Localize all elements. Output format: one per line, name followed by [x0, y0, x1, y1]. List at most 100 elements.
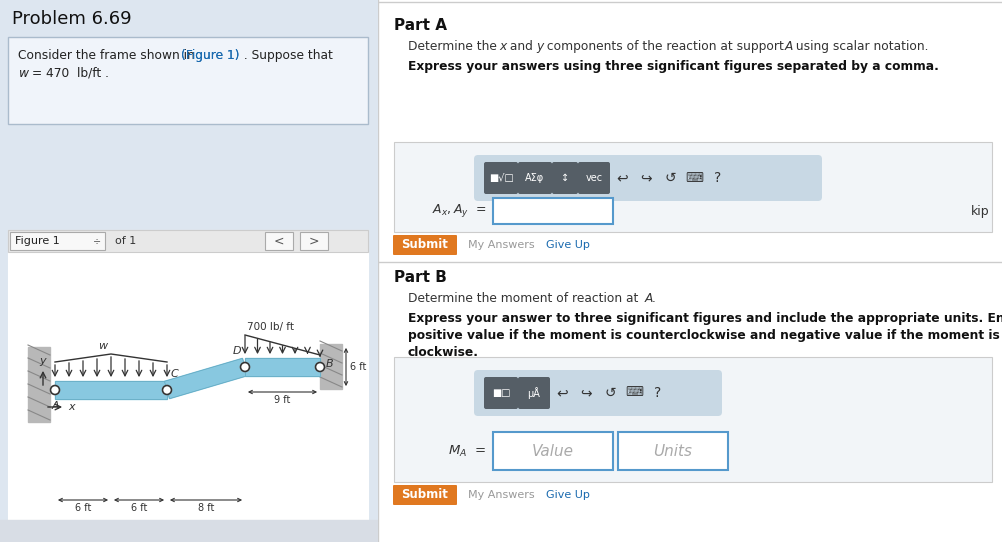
Text: $M_A$  =: $M_A$ =: [448, 443, 486, 459]
FancyBboxPatch shape: [393, 485, 457, 505]
FancyBboxPatch shape: [474, 155, 822, 201]
Text: ⌨: ⌨: [625, 386, 643, 399]
Text: 700 lb/ ft: 700 lb/ ft: [247, 322, 294, 332]
FancyBboxPatch shape: [493, 198, 613, 224]
Text: ↪: ↪: [640, 171, 652, 185]
Text: 6 ft: 6 ft: [75, 503, 91, 513]
Text: 6 ft: 6 ft: [350, 362, 367, 372]
Text: ■√□: ■√□: [489, 173, 513, 183]
Text: using scalar notation.: using scalar notation.: [792, 40, 929, 53]
Text: Part B: Part B: [394, 270, 447, 285]
Text: Submit: Submit: [402, 488, 449, 501]
Text: ÷: ÷: [93, 236, 101, 246]
Bar: [320, 344, 342, 389]
Text: w: w: [98, 341, 107, 351]
Bar: [0, 520, 378, 542]
Text: ?: ?: [714, 171, 721, 185]
Bar: [8, 230, 368, 252]
Text: Submit: Submit: [402, 238, 449, 251]
Text: ↺: ↺: [664, 171, 675, 185]
Text: ⌨: ⌨: [685, 171, 703, 184]
Text: ↪: ↪: [580, 386, 592, 400]
Bar: [8, 230, 368, 252]
Bar: [28, 347, 50, 422]
Text: Value: Value: [532, 443, 574, 459]
Text: A: A: [52, 401, 60, 411]
Text: ■□: ■□: [492, 388, 510, 398]
Text: Consider the frame shown in: Consider the frame shown in: [18, 49, 198, 62]
FancyBboxPatch shape: [393, 235, 457, 255]
Polygon shape: [245, 358, 320, 376]
Circle shape: [162, 385, 171, 395]
Text: B: B: [326, 359, 334, 369]
Bar: [8, 252, 368, 520]
Text: Units: Units: [653, 443, 692, 459]
Text: Give Up: Give Up: [546, 240, 590, 250]
Text: 6 ft: 6 ft: [131, 503, 147, 513]
Text: A: A: [645, 292, 653, 305]
Text: Determine the moment of reaction at: Determine the moment of reaction at: [408, 292, 642, 305]
Text: $w$: $w$: [18, 67, 30, 80]
Circle shape: [240, 363, 249, 371]
Text: . Suppose that: . Suppose that: [240, 49, 333, 62]
Text: x: x: [68, 402, 74, 412]
FancyBboxPatch shape: [578, 162, 610, 194]
FancyBboxPatch shape: [618, 432, 728, 470]
Text: ?: ?: [654, 386, 661, 400]
Text: AΣφ: AΣφ: [525, 173, 545, 183]
Text: x: x: [499, 40, 506, 53]
FancyBboxPatch shape: [10, 232, 105, 250]
Text: <: <: [274, 235, 285, 248]
FancyBboxPatch shape: [484, 162, 518, 194]
Text: .: .: [652, 292, 656, 305]
Circle shape: [50, 385, 59, 395]
Text: Express your answer to three significant figures and include the appropriate uni: Express your answer to three significant…: [408, 312, 1002, 325]
Text: $A_x , A_y$  =: $A_x , A_y$ =: [432, 203, 486, 220]
FancyBboxPatch shape: [518, 162, 552, 194]
Text: Express your answers using three significant figures separated by a comma.: Express your answers using three signifi…: [408, 60, 939, 73]
Text: (Figure 1): (Figure 1): [181, 49, 239, 62]
FancyBboxPatch shape: [474, 370, 722, 416]
FancyBboxPatch shape: [394, 357, 992, 482]
FancyBboxPatch shape: [493, 432, 613, 470]
Text: My Answers: My Answers: [468, 240, 535, 250]
Text: My Answers: My Answers: [468, 490, 535, 500]
Text: Part A: Part A: [394, 18, 447, 33]
Text: of 1: of 1: [115, 236, 136, 246]
Text: Figure 1: Figure 1: [15, 236, 60, 246]
FancyBboxPatch shape: [394, 142, 992, 232]
Text: kip: kip: [971, 204, 990, 217]
Text: vec: vec: [585, 173, 602, 183]
Text: 8 ft: 8 ft: [197, 503, 214, 513]
Text: D: D: [233, 346, 241, 356]
Text: C: C: [171, 369, 178, 379]
Text: μÅ: μÅ: [528, 387, 540, 399]
Text: A: A: [785, 40, 794, 53]
FancyBboxPatch shape: [265, 232, 293, 250]
Circle shape: [316, 363, 325, 371]
Text: positive value if the moment is counterclockwise and negative value if the momen: positive value if the moment is counterc…: [408, 329, 1000, 342]
Text: ↺: ↺: [604, 386, 616, 400]
Polygon shape: [164, 358, 247, 398]
Text: components of the reaction at support: components of the reaction at support: [543, 40, 788, 53]
Text: y: y: [536, 40, 543, 53]
Polygon shape: [55, 381, 167, 399]
FancyBboxPatch shape: [8, 37, 368, 124]
Text: ↩: ↩: [556, 386, 568, 400]
FancyBboxPatch shape: [484, 377, 518, 409]
Text: Give Up: Give Up: [546, 490, 590, 500]
Text: Problem 6.69: Problem 6.69: [12, 10, 131, 28]
Text: (Figure 1): (Figure 1): [181, 49, 239, 62]
Text: 9 ft: 9 ft: [275, 395, 291, 405]
Text: Determine the: Determine the: [408, 40, 501, 53]
Text: >: >: [309, 235, 320, 248]
Text: y: y: [40, 356, 46, 366]
Text: ↩: ↩: [616, 171, 628, 185]
FancyBboxPatch shape: [300, 232, 328, 250]
Text: = 470  lb/ft .: = 470 lb/ft .: [32, 67, 109, 80]
FancyBboxPatch shape: [518, 377, 550, 409]
Text: clockwise.: clockwise.: [408, 346, 479, 359]
Text: and: and: [506, 40, 537, 53]
FancyBboxPatch shape: [552, 162, 578, 194]
Text: ↕: ↕: [561, 173, 569, 183]
